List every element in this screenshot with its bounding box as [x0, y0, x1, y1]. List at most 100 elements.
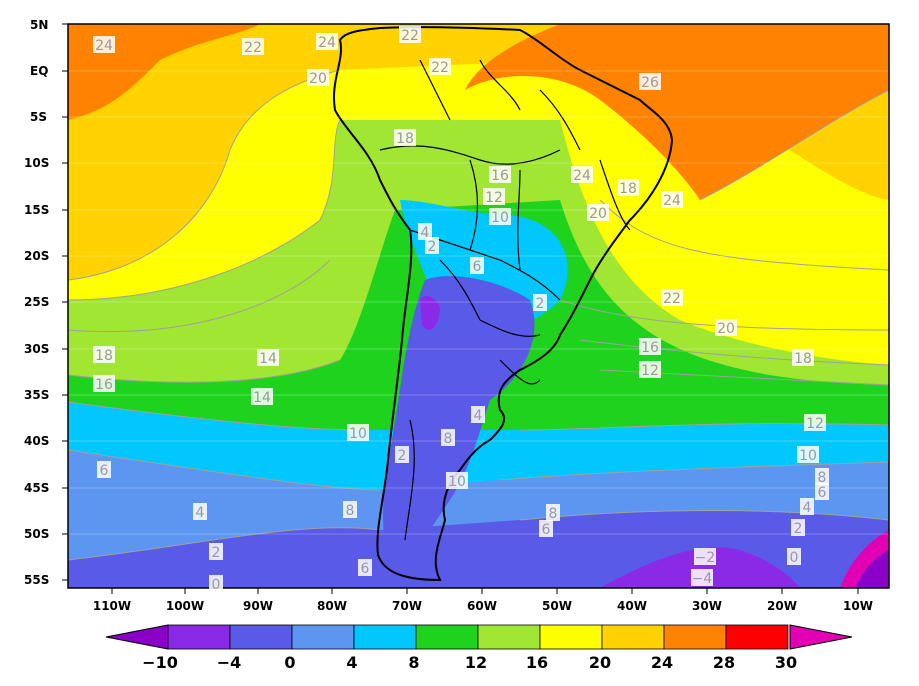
contour-label: 10 — [797, 446, 819, 464]
lat-label: 5S — [30, 110, 47, 124]
contour-value: 0 — [790, 550, 799, 566]
contour-label: 24 — [571, 166, 593, 184]
contour-value: 22 — [401, 28, 419, 44]
colorbar-right-arrow — [789, 624, 853, 650]
contour-value: 16 — [641, 340, 659, 356]
contour-value: 20 — [309, 71, 327, 87]
colorbar-swatch — [725, 624, 789, 650]
contour-value: 6 — [473, 259, 482, 275]
contour-label: 16 — [489, 166, 511, 184]
contour-value: −2 — [695, 550, 716, 566]
contour-label: 4 — [800, 498, 814, 516]
contour-label: 6 — [97, 461, 111, 479]
contour-value: 14 — [253, 390, 271, 406]
contour-value: 0 — [212, 577, 221, 593]
contour-label: 24 — [93, 36, 115, 54]
contour-value: 18 — [95, 348, 113, 364]
contour-value: 2 — [428, 239, 437, 255]
lon-label: 70W — [392, 599, 422, 613]
contour-value: 6 — [361, 561, 370, 577]
contour-value: 12 — [641, 363, 659, 379]
lon-label: 80W — [317, 599, 347, 613]
contour-label: 22 — [242, 38, 264, 56]
lon-axis: 110W 100W 90W 80W 70W 60W 50W 40W 30W 20… — [93, 588, 873, 613]
lon-label: 10W — [843, 599, 873, 613]
contour-label: 10 — [489, 208, 511, 226]
contour-value: 6 — [542, 522, 551, 538]
contour-value: 16 — [491, 168, 509, 184]
contour-value: 10 — [799, 448, 817, 464]
contour-label: 16 — [93, 375, 115, 393]
colorbar-tick-label: 28 — [713, 653, 735, 672]
lon-label: 110W — [93, 599, 131, 613]
lat-label: 45S — [24, 481, 49, 495]
lat-label: 30S — [24, 342, 49, 356]
contour-label: 24 — [661, 191, 683, 209]
colorbar-left-arrow — [105, 624, 169, 650]
contour-value: 4 — [421, 225, 430, 241]
contour-label: 22 — [429, 58, 451, 76]
lat-label: 50S — [24, 527, 49, 541]
lon-label: 20W — [767, 599, 797, 613]
contour-value: 8 — [444, 431, 453, 447]
contour-value: 18 — [619, 181, 637, 197]
colorbar-swatch — [477, 624, 541, 650]
colorbar-swatch — [353, 624, 417, 650]
contour-value: 6 — [818, 485, 827, 501]
contour-label: 22 — [399, 26, 421, 44]
contour-value: 8 — [818, 470, 827, 486]
contour-value: 2 — [794, 521, 803, 537]
contour-label: 14 — [251, 388, 273, 406]
contour-value: 18 — [794, 351, 812, 367]
contour-value: 6 — [100, 463, 109, 479]
colorbar-tick-label: 30 — [775, 653, 797, 672]
lat-label: 5N — [30, 18, 48, 32]
southeast-purple-patch — [855, 550, 889, 588]
colorbar-tick-label: 12 — [465, 653, 487, 672]
lon-label: 60W — [467, 599, 497, 613]
contour-label: 14 — [257, 349, 279, 367]
lat-label: 10S — [24, 156, 49, 170]
contour-label: 4 — [193, 503, 207, 521]
contour-label: 6 — [815, 483, 829, 501]
contour-value: 10 — [448, 474, 466, 490]
contour-label: 6 — [539, 520, 553, 538]
lon-label: 90W — [243, 599, 273, 613]
lat-label: 25S — [24, 295, 49, 309]
colorbar-swatch — [167, 624, 231, 650]
filled-contours — [68, 24, 889, 588]
contour-value: 20 — [717, 321, 735, 337]
colorbar-tick-label: 24 — [651, 653, 673, 672]
band-28-plus-ne — [465, 24, 889, 200]
contour-label: 2 — [209, 543, 223, 561]
colorbar-tick-label: 8 — [408, 653, 419, 672]
contour-label: 8 — [343, 501, 357, 519]
lat-label: 40S — [24, 434, 49, 448]
contour-label: 26 — [639, 73, 661, 91]
contour-label: 12 — [639, 361, 661, 379]
contour-value: 12 — [806, 416, 824, 432]
contour-label: 18 — [394, 129, 416, 147]
lat-label: EQ — [30, 64, 48, 78]
contour-label: 8 — [815, 468, 829, 486]
contour-value: 4 — [803, 500, 812, 516]
colorbar-tick-label: 20 — [589, 653, 611, 672]
contour-label: 4 — [418, 223, 432, 241]
contour-value: 24 — [95, 38, 113, 54]
contour-label: 6 — [358, 559, 372, 577]
lat-label: 20S — [24, 249, 49, 263]
contour-label: 18 — [792, 349, 814, 367]
lat-axis: 5N EQ 5S 10S 15S 20S 25S 30S 35S 40S 45S… — [24, 18, 68, 587]
colorbar-swatch — [291, 624, 355, 650]
contour-label: 24 — [316, 33, 338, 51]
contour-label: 2 — [791, 519, 805, 537]
colorbar-swatch — [601, 624, 665, 650]
band-28-plus-nw — [68, 24, 260, 120]
plot-frame — [67, 23, 890, 589]
contour-label: 20 — [587, 204, 609, 222]
contour-value: 24 — [663, 193, 681, 209]
contour-value: 20 — [589, 206, 607, 222]
contour-label: 8 — [546, 504, 560, 522]
